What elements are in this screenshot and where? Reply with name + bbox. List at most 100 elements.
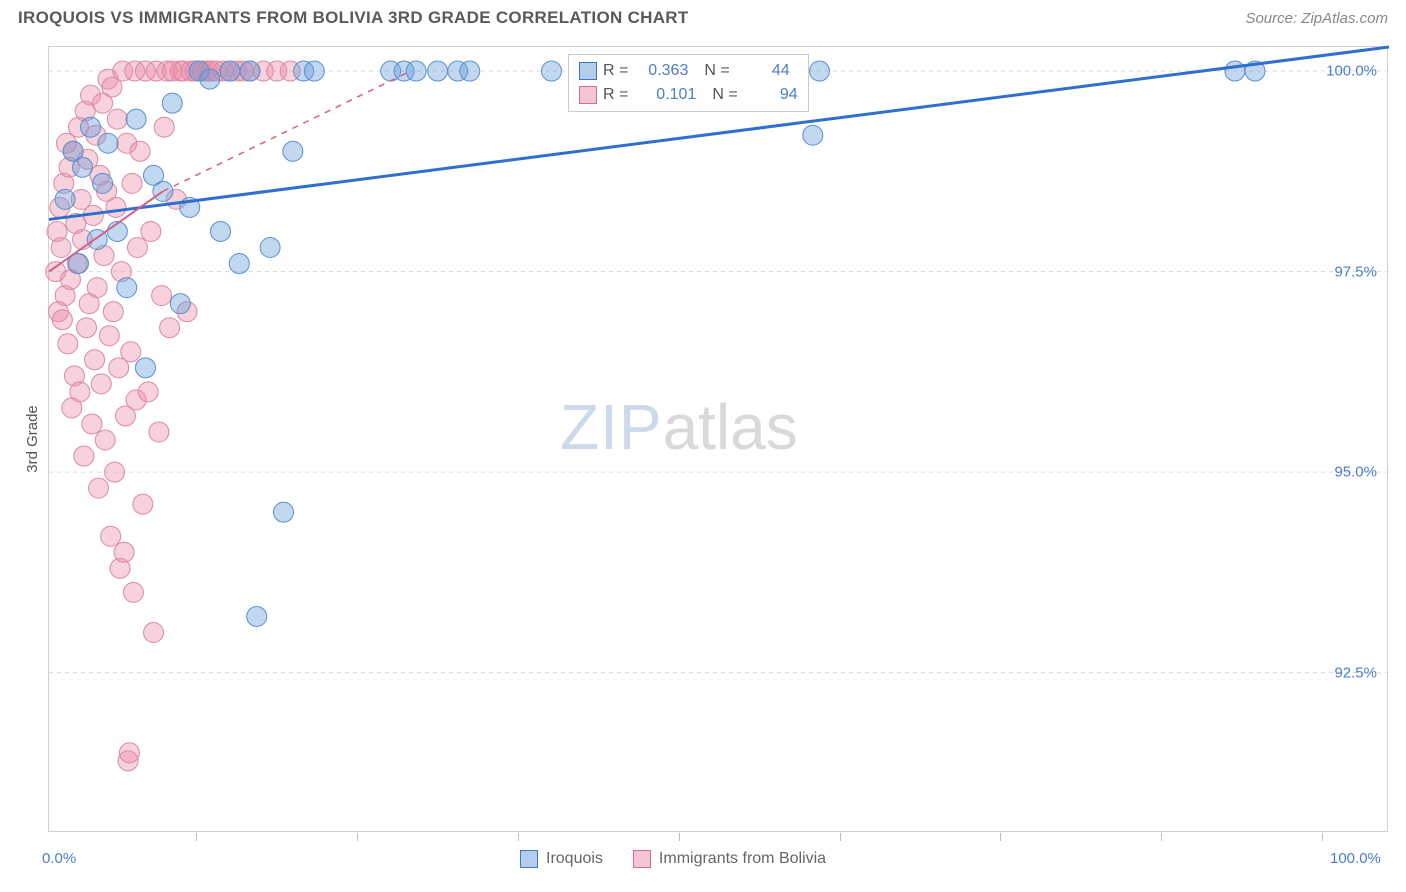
x-label-left: 0.0% xyxy=(42,850,76,867)
point-bolivia xyxy=(74,446,94,466)
point-bolivia xyxy=(152,286,172,306)
point-bolivia xyxy=(99,326,119,346)
point-bolivia xyxy=(87,278,107,298)
x-tick xyxy=(679,833,680,841)
chart-title: IROQUOIS VS IMMIGRANTS FROM BOLIVIA 3RD … xyxy=(18,8,689,28)
point-iroquois xyxy=(803,125,823,145)
swatch-pink-icon xyxy=(579,86,597,104)
point-bolivia xyxy=(107,109,127,129)
point-iroquois xyxy=(200,69,220,89)
point-bolivia xyxy=(149,422,169,442)
point-iroquois xyxy=(460,61,480,81)
y-tick-label: 95.0% xyxy=(1334,464,1377,481)
iroquois-r-value: 0.363 xyxy=(634,62,688,80)
correlation-legend: R = 0.363 N = 44 R = 0.101 N = 94 xyxy=(568,54,809,112)
point-iroquois xyxy=(810,61,830,81)
point-bolivia xyxy=(141,221,161,241)
point-bolivia xyxy=(58,334,78,354)
point-bolivia xyxy=(122,173,142,193)
y-axis-label: 3rd Grade xyxy=(24,405,41,473)
point-iroquois xyxy=(135,358,155,378)
chart-source: Source: ZipAtlas.com xyxy=(1245,10,1388,27)
point-bolivia xyxy=(133,494,153,514)
point-bolivia xyxy=(160,318,180,338)
x-tick xyxy=(840,833,841,841)
bolivia-n-value: 94 xyxy=(744,86,798,104)
r-label: R = xyxy=(603,62,628,80)
series-legend: Iroquois Immigrants from Bolivia xyxy=(520,850,826,868)
point-iroquois xyxy=(98,133,118,153)
iroquois-n-value: 44 xyxy=(736,62,790,80)
point-bolivia xyxy=(77,318,97,338)
point-iroquois xyxy=(260,238,280,258)
point-iroquois xyxy=(274,502,294,522)
y-tick-label: 92.5% xyxy=(1334,664,1377,681)
legend-row-bolivia: R = 0.101 N = 94 xyxy=(579,83,798,107)
point-bolivia xyxy=(127,238,147,258)
point-iroquois xyxy=(81,117,101,137)
point-iroquois xyxy=(117,278,137,298)
y-tick-label: 100.0% xyxy=(1326,63,1377,80)
point-iroquois xyxy=(247,606,267,626)
legend-item-bolivia: Immigrants from Bolivia xyxy=(633,850,826,868)
point-bolivia xyxy=(95,430,115,450)
point-bolivia xyxy=(106,197,126,217)
point-iroquois xyxy=(126,109,146,129)
point-bolivia xyxy=(52,310,72,330)
x-tick xyxy=(196,833,197,841)
point-bolivia xyxy=(85,350,105,370)
y-tick-label: 97.5% xyxy=(1334,263,1377,280)
point-iroquois xyxy=(55,189,75,209)
chart-frame: 92.5% 95.0% 97.5% 100.0% xyxy=(48,46,1388,832)
point-bolivia xyxy=(89,478,109,498)
n-label: N = xyxy=(712,86,737,104)
point-bolivia xyxy=(123,582,143,602)
point-iroquois xyxy=(542,61,562,81)
scatter-svg xyxy=(49,47,1389,833)
n-label: N = xyxy=(704,62,729,80)
point-iroquois xyxy=(220,61,240,81)
legend-item-iroquois: Iroquois xyxy=(520,850,603,868)
point-iroquois xyxy=(428,61,448,81)
point-bolivia xyxy=(82,414,102,434)
plot-area: 92.5% 95.0% 97.5% 100.0% xyxy=(49,47,1389,833)
point-bolivia xyxy=(144,622,164,642)
point-iroquois xyxy=(170,294,190,314)
point-bolivia xyxy=(70,382,90,402)
point-iroquois xyxy=(211,221,231,241)
swatch-blue-icon xyxy=(579,62,597,80)
x-tick xyxy=(357,833,358,841)
point-bolivia xyxy=(91,374,111,394)
legend-label-iroquois: Iroquois xyxy=(546,850,603,868)
point-bolivia xyxy=(105,462,125,482)
point-iroquois xyxy=(406,61,426,81)
point-bolivia xyxy=(154,117,174,137)
x-tick xyxy=(1000,833,1001,841)
point-iroquois xyxy=(304,61,324,81)
point-iroquois xyxy=(162,93,182,113)
point-bolivia xyxy=(103,302,123,322)
point-bolivia xyxy=(119,743,139,763)
r-label: R = xyxy=(603,86,628,104)
swatch-pink-icon xyxy=(633,850,651,868)
point-iroquois xyxy=(229,254,249,274)
point-iroquois xyxy=(73,157,93,177)
x-label-right: 100.0% xyxy=(1330,850,1381,867)
x-tick xyxy=(518,833,519,841)
x-tick xyxy=(1322,833,1323,841)
point-iroquois xyxy=(283,141,303,161)
swatch-blue-icon xyxy=(520,850,538,868)
point-iroquois xyxy=(240,61,260,81)
legend-label-bolivia: Immigrants from Bolivia xyxy=(659,850,826,868)
point-bolivia xyxy=(138,382,158,402)
point-bolivia xyxy=(51,238,71,258)
x-tick xyxy=(1161,833,1162,841)
point-iroquois xyxy=(1225,61,1245,81)
point-bolivia xyxy=(114,542,134,562)
point-iroquois xyxy=(93,173,113,193)
point-bolivia xyxy=(130,141,150,161)
point-bolivia xyxy=(101,526,121,546)
trend-bolivia-dashed xyxy=(163,71,411,191)
bolivia-r-value: 0.101 xyxy=(642,86,696,104)
legend-row-iroquois: R = 0.363 N = 44 xyxy=(579,59,798,83)
